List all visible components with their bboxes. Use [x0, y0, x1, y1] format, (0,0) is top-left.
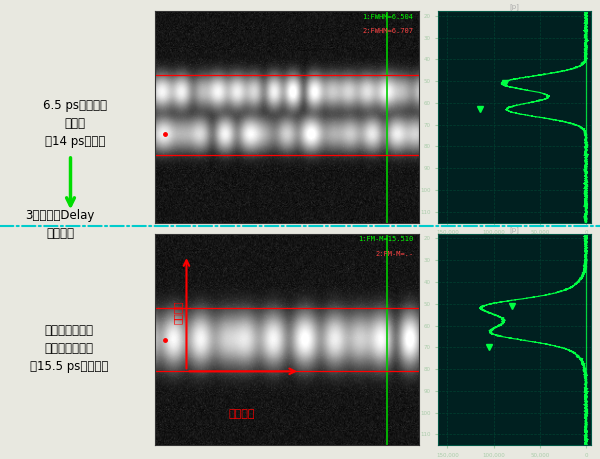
Text: 1:FM-M=15.510: 1:FM-M=15.510 — [358, 236, 413, 242]
Text: 6.5 psのパルス
が２つ
（14 ps間隔）: 6.5 psのパルス が２つ （14 ps間隔） — [43, 100, 107, 148]
Text: ２つのパルスが
くっ付き始める
（15.5 ps半値幅）: ２つのパルスが くっ付き始める （15.5 ps半値幅） — [30, 325, 108, 373]
Text: 時間方向: 時間方向 — [172, 301, 182, 324]
Title: [p]: [p] — [509, 4, 520, 11]
Text: 1:FWHM=6.504: 1:FWHM=6.504 — [362, 14, 413, 20]
Text: 2:FWHM=6.707: 2:FWHM=6.707 — [362, 28, 413, 34]
Text: 3段目の光Delay
を変える: 3段目の光Delay を変える — [25, 209, 95, 241]
Text: 2:FM-M=.-: 2:FM-M=.- — [375, 251, 413, 257]
Title: [p]: [p] — [509, 226, 520, 233]
Text: 空間方向: 空間方向 — [229, 409, 255, 420]
